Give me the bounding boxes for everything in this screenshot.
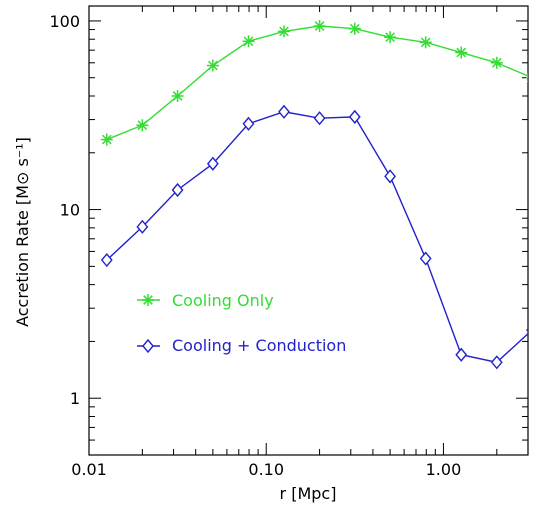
data-point-diamond	[206, 156, 219, 171]
legend-item-cooling-only: Cooling Only	[137, 291, 274, 310]
data-point-asterisk	[278, 25, 291, 38]
legend-marker-asterisk-icon	[137, 294, 160, 306]
data-point-diamond	[526, 327, 528, 333]
data-point-asterisk	[313, 20, 326, 33]
data-point-diamond	[490, 355, 503, 370]
data-point-diamond	[171, 182, 184, 198]
y-axis-label: Accretion Rate [M⊙ s⁻¹]	[13, 137, 32, 327]
series-line	[106, 111, 528, 364]
y-tick-label: 100	[49, 12, 80, 31]
x-tick-label: 1.00	[426, 460, 462, 479]
data-point-diamond	[278, 104, 290, 119]
legend-item-cooling-conduction: Cooling + Conduction	[137, 336, 346, 355]
legend: Cooling Only Cooling + Conduction	[137, 291, 346, 355]
data-point-asterisk	[384, 31, 397, 44]
data-point-asterisk	[455, 46, 468, 59]
data-point-asterisk	[348, 22, 361, 35]
legend-diamond-icon	[142, 338, 154, 354]
data-point-diamond	[100, 252, 113, 268]
y-tick-label: 10	[60, 201, 80, 220]
plot-frame	[88, 5, 529, 456]
x-axis-label: r [Mpc]	[280, 484, 337, 503]
data-point-asterisk	[171, 90, 184, 103]
x-tick-label: 0.01	[71, 460, 107, 479]
x-tick-label: 0.10	[248, 460, 284, 479]
y-axis-ticks: 1 10 100	[49, 12, 528, 441]
data-point-asterisk	[242, 35, 255, 48]
x-axis-ticks: 0.01 0.10 1.00	[71, 6, 498, 479]
legend-label-cooling-conduction: Cooling + Conduction	[172, 336, 346, 355]
legend-marker-diamond-icon	[137, 338, 160, 354]
data-point-asterisk	[490, 56, 503, 69]
series-cooling-only	[100, 20, 528, 146]
series-cooling-conduction	[100, 104, 528, 370]
data-point-diamond	[313, 111, 326, 126]
data-point-asterisk	[136, 119, 149, 132]
data-point-asterisk	[525, 73, 528, 83]
legend-asterisk-icon	[142, 294, 154, 306]
legend-label-cooling-only: Cooling Only	[172, 291, 274, 310]
data-point-diamond	[136, 219, 149, 234]
data-point-diamond	[242, 116, 255, 131]
data-point-asterisk	[100, 133, 113, 146]
series-layer	[100, 20, 528, 370]
data-point-asterisk	[206, 59, 219, 72]
data-point-diamond	[348, 109, 361, 124]
y-tick-label: 1	[70, 389, 80, 408]
data-point-diamond	[419, 251, 432, 266]
data-point-diamond	[384, 169, 397, 184]
data-point-asterisk	[419, 36, 432, 49]
data-point-diamond	[455, 347, 468, 362]
